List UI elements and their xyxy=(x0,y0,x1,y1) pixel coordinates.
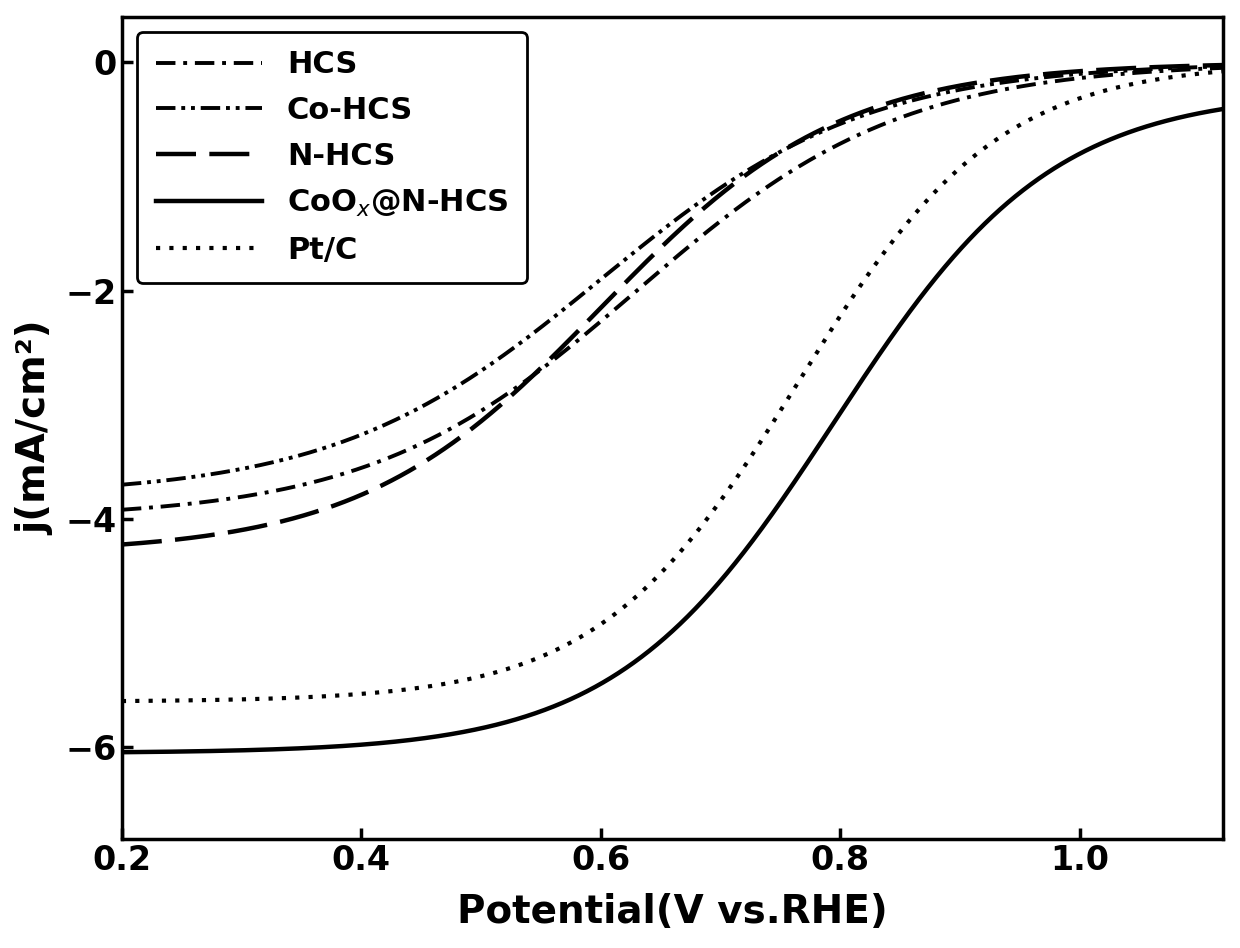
HCS xyxy=(171,500,186,511)
Pt/C xyxy=(171,695,186,706)
Pt/C xyxy=(1184,69,1199,81)
HCS xyxy=(982,87,997,99)
CoO$_x$@N-HCS xyxy=(982,213,997,225)
Co-HCS xyxy=(1183,62,1198,73)
Co-HCS xyxy=(982,79,997,90)
HCS xyxy=(1216,63,1231,74)
N-HCS xyxy=(1183,60,1198,71)
Co-HCS xyxy=(171,473,186,484)
X-axis label: Potential(V vs.RHE): Potential(V vs.RHE) xyxy=(458,893,888,931)
Co-HCS xyxy=(650,228,665,240)
Line: N-HCS: N-HCS xyxy=(122,65,1224,544)
CoO$_x$@N-HCS xyxy=(1216,103,1231,115)
Y-axis label: j(mA/cm²): j(mA/cm²) xyxy=(16,320,55,535)
CoO$_x$@N-HCS xyxy=(114,746,129,757)
HCS xyxy=(114,504,129,516)
Line: Pt/C: Pt/C xyxy=(122,71,1224,702)
Line: Co-HCS: Co-HCS xyxy=(122,66,1224,484)
Line: HCS: HCS xyxy=(122,68,1224,510)
Co-HCS xyxy=(1216,61,1231,72)
HCS xyxy=(1184,64,1199,75)
Pt/C xyxy=(982,139,997,151)
Pt/C xyxy=(1183,69,1198,81)
Pt/C xyxy=(621,597,636,609)
Legend: HCS, Co-HCS, N-HCS, CoO$_x$@N-HCS, Pt/C: HCS, Co-HCS, N-HCS, CoO$_x$@N-HCS, Pt/C xyxy=(138,32,527,283)
Pt/C xyxy=(114,696,129,707)
Co-HCS xyxy=(621,251,636,263)
Pt/C xyxy=(1216,65,1231,77)
Line: CoO$_x$@N-HCS: CoO$_x$@N-HCS xyxy=(122,109,1224,752)
CoO$_x$@N-HCS xyxy=(1183,109,1198,120)
HCS xyxy=(621,292,636,303)
N-HCS xyxy=(650,246,665,257)
N-HCS xyxy=(621,274,636,285)
CoO$_x$@N-HCS xyxy=(1184,109,1199,120)
CoO$_x$@N-HCS xyxy=(650,638,665,649)
N-HCS xyxy=(1184,60,1199,71)
N-HCS xyxy=(1216,60,1231,71)
N-HCS xyxy=(982,75,997,86)
N-HCS xyxy=(114,538,129,550)
HCS xyxy=(1183,64,1198,75)
N-HCS xyxy=(171,534,186,545)
HCS xyxy=(650,267,665,279)
Co-HCS xyxy=(114,479,129,490)
CoO$_x$@N-HCS xyxy=(171,746,186,757)
Pt/C xyxy=(650,571,665,582)
Co-HCS xyxy=(1184,62,1199,73)
CoO$_x$@N-HCS xyxy=(621,661,636,672)
